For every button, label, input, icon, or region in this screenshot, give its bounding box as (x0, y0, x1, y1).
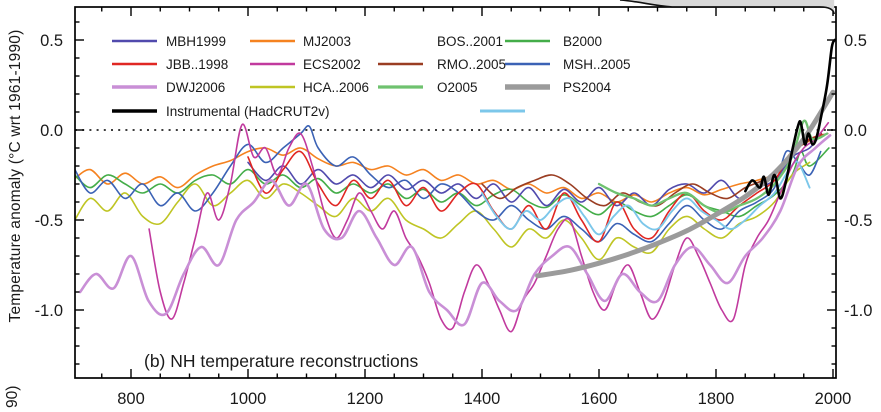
panel-above-uncertainty-band (620, 0, 835, 14)
y-tick-label-left: 0.5 (40, 32, 63, 50)
series-line-ps2004 (535, 89, 836, 279)
x-tick-label: 1000 (230, 390, 267, 408)
panel-above-band-outline (619, 0, 835, 15)
legend-label-o2005: O2005 (437, 80, 478, 95)
axis-tick-labels: 800 1000 1200 1400 1600 1800 2000 0.5 0.5 0.0 0.0 -… (35, 32, 873, 408)
legend-label-mj2003: MJ2003 (303, 34, 351, 49)
legend-label-ecs2002: ECS2002 (303, 57, 361, 72)
plot-border (74, 6, 837, 379)
legend-label-b2000: B2000 (563, 34, 602, 49)
legend-label-jbb1998: JBB..1998 (166, 57, 228, 72)
legend-label-ps2004: PS2004 (563, 80, 612, 95)
y-tick-label-right: 0.5 (844, 32, 867, 50)
y-tick-label-right: -0.5 (844, 212, 872, 230)
x-tick-label: 2000 (815, 390, 852, 408)
y-tick-label-left: -0.5 (35, 212, 63, 230)
legend: MBH1999 MJ2003 BOS..2001 B2000 JBB..1998 ECS2… (112, 34, 631, 119)
clipped-next-panel-label: 90) (4, 385, 21, 408)
x-tick-label: 800 (117, 390, 145, 408)
series-lines (75, 38, 836, 333)
y-tick-label-right: -1.0 (844, 302, 872, 320)
x-tick-label: 1400 (464, 390, 501, 408)
y-tick-label-right: 0.0 (844, 122, 867, 140)
x-tick-label: 1200 (347, 390, 384, 408)
x-tick-label: 1600 (581, 390, 618, 408)
legend-label-mbh1999: MBH1999 (166, 34, 226, 49)
x-tick-label: 1800 (698, 390, 735, 408)
legend-label-dwj2006: DWJ2006 (166, 80, 225, 95)
legend-label-hca2006: HCA..2006 (303, 80, 369, 95)
y-axis-label: Temperature anomaly (°C wrt 1961-1990) (7, 29, 24, 323)
series-line-o2005 (597, 119, 829, 214)
y-tick-label-left: -1.0 (35, 302, 63, 320)
series-line-rmo2005 (481, 132, 823, 207)
legend-label-msh2005: MSH..2005 (563, 57, 631, 72)
series-line-ecs2002 (148, 122, 830, 333)
legend-label-instrumental: Instrumental (HadCRUT2v) (166, 104, 330, 119)
panel-title: (b) NH temperature reconstructions (144, 351, 419, 371)
y-tick-label-left: 0.0 (40, 122, 63, 140)
series-line-mbh1999 (247, 132, 823, 207)
series-line-msh2005 (75, 125, 822, 243)
series-line-instrumental (744, 38, 836, 200)
series-line-dwj2006 (78, 134, 832, 327)
axis-ticks (75, 7, 836, 378)
legend-label-bos2001: BOS..2001 (437, 34, 503, 49)
legend-label-rmo2005: RMO..2005 (437, 57, 506, 72)
series-line-mj2003 (75, 132, 823, 203)
series-line-hca2006 (75, 161, 811, 261)
series-line-bos2001 (481, 160, 811, 236)
